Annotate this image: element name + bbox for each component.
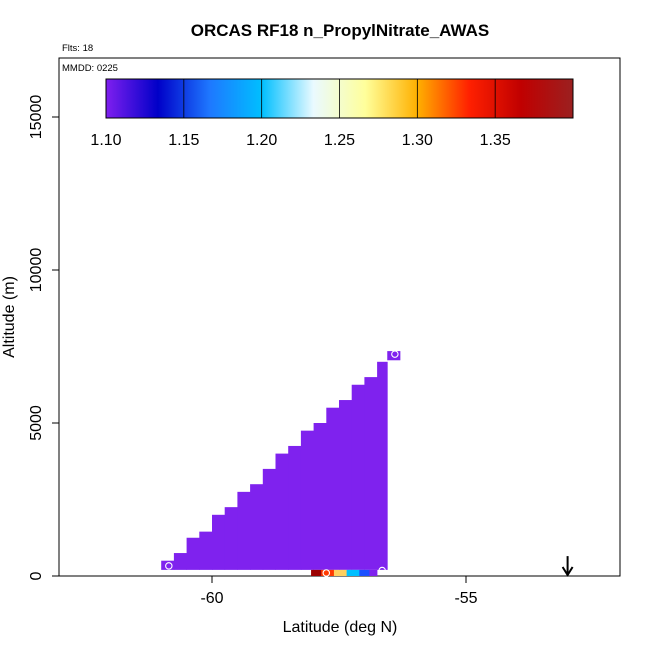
data-cell-14 xyxy=(339,400,353,570)
y-tick-label-1: 5000 xyxy=(28,405,45,441)
sample-marker-3 xyxy=(391,350,399,358)
down-arrow-head xyxy=(561,566,574,577)
date-annotation: MMDD: 0225 xyxy=(62,63,118,74)
x-tick-label-1: -55 xyxy=(454,590,477,607)
data-cell-11 xyxy=(300,430,314,570)
data-cell-8 xyxy=(262,468,276,570)
colorbar-tick-label-1: 1.15 xyxy=(168,132,199,149)
data-cell-12 xyxy=(313,423,327,570)
colorbar-tick-label-0: 1.10 xyxy=(90,132,121,149)
y-axis-label: Altitude (m) xyxy=(1,276,18,358)
x-axis: -60 -55 xyxy=(200,576,478,607)
data-cell-4 xyxy=(212,514,226,570)
data-cell-15 xyxy=(351,384,365,570)
data-cell-2 xyxy=(186,537,200,570)
strip-cell-1 xyxy=(321,569,335,576)
x-tick-label-0: -60 xyxy=(200,590,223,607)
strip-cell-4 xyxy=(359,569,370,576)
data-cell-6 xyxy=(237,491,251,570)
colorbar-tick-label-3: 1.25 xyxy=(324,132,355,149)
sample-marker-1 xyxy=(322,569,331,577)
data-layer xyxy=(161,351,401,576)
data-cell-7 xyxy=(250,484,264,570)
data-cell-18 xyxy=(387,351,401,361)
x-axis-label: Latitude (deg N) xyxy=(283,619,398,636)
colorbar-tick-label-5: 1.35 xyxy=(480,132,511,149)
data-cell-9 xyxy=(275,453,289,570)
strip-cell-0 xyxy=(311,569,322,576)
strip-cell-3 xyxy=(346,569,360,576)
strip-cell-2 xyxy=(333,569,347,576)
data-cell-5 xyxy=(224,507,238,570)
y-tick-label-0: 0 xyxy=(28,571,45,580)
data-cell-16 xyxy=(364,377,378,570)
colorbar-tick-label-2: 1.20 xyxy=(246,132,277,149)
strip-cell-5 xyxy=(369,569,378,576)
y-tick-label-3: 15000 xyxy=(28,95,45,140)
y-axis: 0 5000 10000 15000 xyxy=(28,95,59,580)
data-cell-17 xyxy=(377,361,388,570)
chart-title: ORCAS RF18 n_PropylNitrate_AWAS xyxy=(191,21,490,40)
y-tick-label-2: 10000 xyxy=(28,248,45,293)
colorbar-tick-label-4: 1.30 xyxy=(402,132,433,149)
colorbar-ticks: 1.10 1.15 1.20 1.25 1.30 1.35 xyxy=(90,79,511,149)
data-cell-0 xyxy=(161,560,175,570)
colorbar: 1.10 1.15 1.20 1.25 1.30 1.35 xyxy=(90,78,574,149)
data-cell-10 xyxy=(288,445,302,570)
data-cell-13 xyxy=(326,407,340,570)
sample-marker-2 xyxy=(378,566,386,575)
flights-annotation: Flts: 18 xyxy=(62,43,93,54)
marker-layer xyxy=(165,350,574,577)
sample-marker-0 xyxy=(165,562,173,570)
data-cell-3 xyxy=(199,531,213,570)
data-cell-1 xyxy=(173,553,187,570)
